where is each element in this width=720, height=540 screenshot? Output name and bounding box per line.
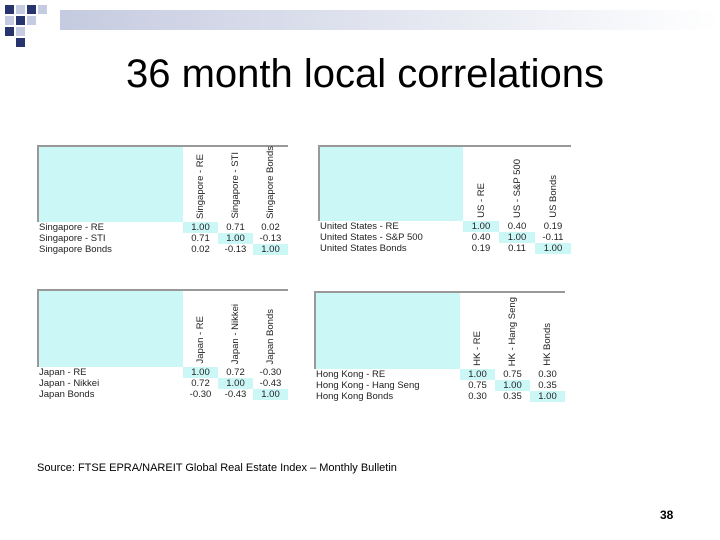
decor-square: [15, 26, 26, 37]
row-label: Japan - RE: [39, 367, 87, 378]
decor-bar: [60, 10, 720, 30]
correlation-value: 0.72: [226, 367, 245, 378]
decor-square: [15, 37, 26, 48]
row-label: Japan - Nikkei: [39, 378, 100, 389]
correlation-value: 0.75: [503, 369, 522, 380]
correlation-value: 0.30: [468, 391, 487, 402]
column-header: Japan - Nikkei: [218, 289, 253, 367]
column-header: Japan - RE: [183, 289, 218, 367]
column-label: US - S&P 500: [511, 159, 523, 218]
row-label: Hong Kong Bonds: [316, 391, 394, 402]
column-header: Singapore Bonds: [253, 145, 288, 222]
column-label: Singapore - RE: [195, 154, 206, 219]
column-label: Singapore - STI: [230, 152, 241, 219]
row-label: Singapore Bonds: [39, 244, 112, 255]
correlation-value: 0.72: [191, 378, 210, 389]
correlation-value: -0.13: [224, 244, 247, 255]
column-header: US Bonds: [535, 145, 571, 221]
correlation-value: 1.00: [253, 244, 288, 255]
correlation-table: US - RE US - S&P 500 US Bonds United States…: [318, 145, 571, 256]
header-corner: [318, 145, 463, 221]
page-number: 38: [660, 508, 674, 522]
correlation-value: 1.00: [499, 232, 535, 243]
correlation-value: -0.13: [259, 233, 282, 244]
column-label: HK - Hang Seng: [507, 296, 518, 366]
correlation-value: 1.00: [535, 243, 571, 254]
column-header: US - S&P 500: [499, 145, 535, 221]
column-label: Singapore Bonds: [265, 146, 276, 219]
column-header: Singapore - RE: [183, 145, 218, 222]
header-corner: [37, 289, 183, 367]
row-label: United States - RE: [320, 221, 399, 232]
row-label: United States - S&P 500: [320, 232, 423, 243]
source-note: Source: FTSE EPRA/NAREIT Global Real Est…: [37, 462, 397, 474]
decor-square: [37, 4, 48, 15]
row-label: Hong Kong - Hang Seng: [316, 380, 420, 391]
correlation-value: 1.00: [183, 367, 218, 378]
correlation-value: 1.00: [183, 222, 218, 233]
column-header: HK - Hang Seng: [495, 291, 530, 369]
correlation-value: 1.00: [463, 221, 499, 232]
decor-square: [26, 15, 37, 26]
header-corner: [314, 291, 460, 369]
correlation-value: 1.00: [495, 380, 530, 391]
correlation-value: 0.19: [471, 243, 491, 254]
correlation-value: -0.30: [259, 367, 282, 378]
correlation-value: 1.00: [218, 378, 253, 389]
correlation-value: 1.00: [253, 389, 288, 400]
decor-square: [4, 15, 15, 26]
column-label: Japan - RE: [195, 316, 206, 364]
correlation-value: 0.71: [191, 233, 210, 244]
decor-square: [15, 4, 26, 15]
correlation-table: Japan - RE Japan - Nikkei Japan Bonds Japan…: [37, 289, 288, 402]
column-label: Japan - Nikkei: [230, 303, 241, 364]
column-header: Japan Bonds: [253, 289, 288, 367]
column-header: HK - RE: [460, 291, 495, 369]
column-label: HK - RE: [472, 331, 483, 366]
correlation-value: -0.30: [189, 389, 212, 400]
row-label: Singapore - STI: [39, 233, 106, 244]
correlation-table: Singapore - RE Singapore - STI Singapore B…: [37, 145, 288, 257]
correlation-value: 0.02: [261, 222, 280, 233]
decor-square: [26, 4, 37, 15]
column-label: US - RE: [475, 183, 487, 218]
row-label: Singapore - RE: [39, 222, 104, 233]
slide-title: 36 month local correlations: [125, 52, 605, 96]
correlation-value: 1.00: [530, 391, 565, 402]
correlation-value: 0.75: [468, 380, 487, 391]
row-label: United States Bonds: [320, 243, 407, 254]
column-label: US Bonds: [547, 175, 559, 218]
decor-square: [15, 15, 26, 26]
column-header: US - RE: [463, 145, 499, 221]
row-label: Japan Bonds: [39, 389, 95, 400]
column-header: HK Bonds: [530, 291, 565, 369]
correlation-value: 0.11: [508, 243, 526, 254]
correlation-value: 1.00: [218, 233, 253, 244]
decor-square: [4, 4, 15, 15]
correlation-value: 0.40: [507, 221, 527, 232]
correlation-table: HK - RE HK - Hang Seng HK Bonds Hong Kong -…: [314, 291, 565, 404]
header-corner: [37, 145, 183, 222]
correlation-value: 0.19: [543, 221, 563, 232]
correlation-value: 0.35: [538, 380, 557, 391]
correlation-value: 0.30: [538, 369, 557, 380]
column-label: HK Bonds: [542, 323, 553, 366]
correlation-value: -0.43: [224, 389, 247, 400]
decor-square: [4, 26, 15, 37]
correlation-value: 1.00: [460, 369, 495, 380]
correlation-value: 0.02: [191, 244, 210, 255]
correlation-value: 0.40: [471, 232, 491, 243]
column-header: Singapore - STI: [218, 145, 253, 222]
column-label: Japan Bonds: [265, 308, 276, 364]
correlation-value: -0.11: [542, 232, 564, 243]
row-label: Hong Kong - RE: [316, 369, 386, 380]
correlation-value: -0.43: [259, 378, 282, 389]
correlation-value: 0.71: [226, 222, 245, 233]
correlation-value: 0.35: [503, 391, 522, 402]
